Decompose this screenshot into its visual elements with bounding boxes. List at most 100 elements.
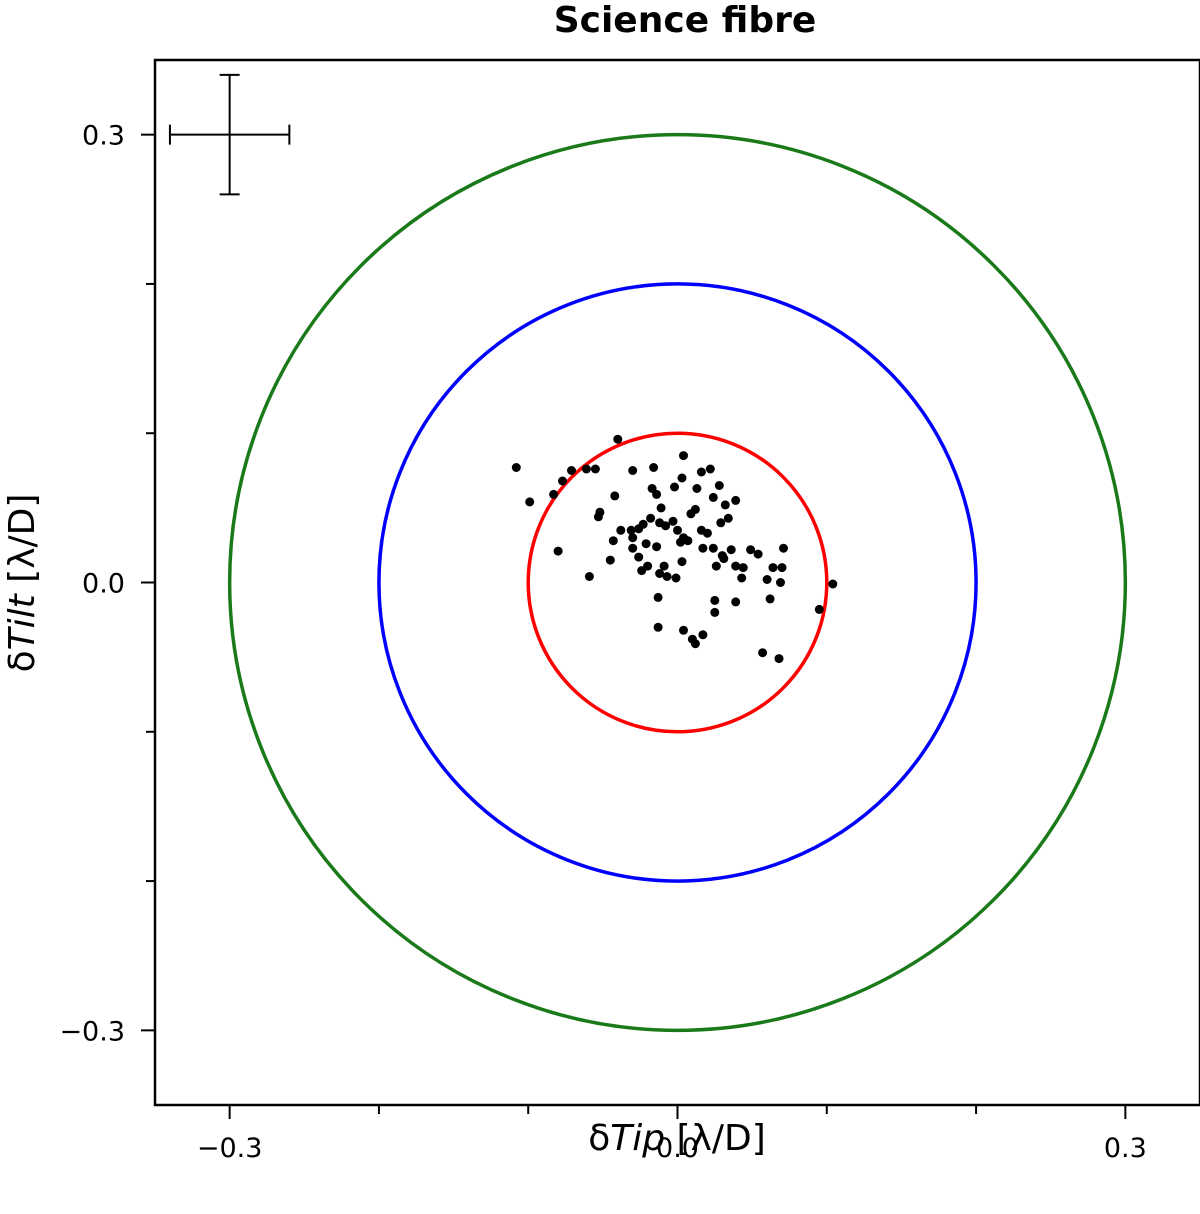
data-point <box>626 525 636 535</box>
data-point <box>814 604 824 614</box>
chart-title: Science fibre <box>554 0 817 41</box>
y-axis-label-italic: Tilt <box>2 592 43 650</box>
x-axis-label-italic: Tip <box>610 1118 665 1159</box>
data-point <box>677 557 687 567</box>
y-tick-label: 0.0 <box>82 569 125 600</box>
data-point <box>731 561 741 571</box>
data-point <box>719 554 729 564</box>
data-point <box>768 563 778 573</box>
data-point <box>605 555 615 565</box>
data-point <box>777 563 787 573</box>
data-point <box>710 607 720 617</box>
data-point <box>683 536 693 546</box>
data-point <box>731 495 741 505</box>
x-tick-label: −0.3 <box>197 1133 263 1164</box>
data-point <box>737 573 747 583</box>
fibre-circles <box>227 132 1128 1033</box>
data-point <box>679 451 688 461</box>
data-point <box>652 489 662 499</box>
data-point <box>677 473 687 483</box>
data-point <box>696 525 706 535</box>
data-point <box>638 519 648 529</box>
data-point <box>549 489 559 499</box>
data-point <box>676 537 685 547</box>
data-point <box>641 539 651 549</box>
data-point <box>716 518 726 528</box>
data-point <box>646 513 656 523</box>
x-axis-label-unit: [λ/D] <box>665 1118 766 1159</box>
axis-ticks: −0.3 0.0 0.3 −0.3 0.0 0.3 <box>59 121 1146 1164</box>
data-point <box>711 561 721 571</box>
data-point <box>738 563 748 573</box>
data-point <box>714 481 724 490</box>
data-point <box>634 552 644 562</box>
data-point <box>649 463 659 472</box>
data-point <box>653 622 663 632</box>
circle-r-0_2 <box>377 282 978 883</box>
data-point <box>762 575 772 584</box>
data-point <box>584 572 594 581</box>
data-point <box>708 543 718 553</box>
data-point <box>593 512 603 522</box>
data-point <box>661 521 671 531</box>
data-point <box>774 654 784 664</box>
data-point <box>696 467 706 477</box>
data-point <box>558 476 567 486</box>
data-point <box>723 513 733 523</box>
data-point <box>828 579 838 589</box>
y-axis-label: δTilt [λ/D] <box>2 494 43 673</box>
data-point <box>610 491 620 501</box>
data-point <box>652 542 662 552</box>
data-point <box>705 464 715 474</box>
data-points <box>511 434 838 664</box>
data-point <box>511 463 521 472</box>
data-point <box>553 546 563 556</box>
data-point <box>659 561 669 571</box>
x-tick-label: 0.0 <box>656 1133 699 1164</box>
data-point <box>662 572 672 581</box>
plot-frame <box>153 58 1200 1107</box>
data-point <box>616 525 626 535</box>
data-point <box>720 500 730 510</box>
data-point <box>656 503 666 513</box>
data-point <box>698 630 708 640</box>
data-point <box>765 594 775 604</box>
data-point <box>686 509 696 519</box>
y-tick-label: −0.3 <box>59 1016 125 1047</box>
data-point <box>758 648 768 658</box>
y-tick-label: 0.3 <box>82 121 125 152</box>
circle-r-0_3 <box>227 132 1128 1033</box>
data-point <box>753 549 763 559</box>
error-bar-cross <box>168 73 291 196</box>
data-point <box>726 545 736 555</box>
data-point <box>679 625 688 635</box>
x-tick-label: 0.3 <box>1104 1133 1147 1164</box>
data-point <box>690 639 700 649</box>
data-point <box>525 497 535 507</box>
data-point <box>776 578 785 587</box>
data-point <box>608 536 618 546</box>
data-point <box>567 466 576 475</box>
data-point <box>590 464 600 474</box>
data-point <box>670 482 679 492</box>
data-point <box>710 595 720 605</box>
data-point <box>581 464 591 474</box>
circle-r-0_1 <box>526 431 829 734</box>
data-point <box>613 434 623 444</box>
data-point <box>698 543 708 553</box>
data-point <box>746 545 756 555</box>
data-point <box>673 525 682 535</box>
data-point <box>668 516 678 526</box>
y-axis-label-prefix: δ <box>2 650 43 672</box>
y-axis-label-unit: [λ/D] <box>2 494 43 595</box>
data-point <box>655 569 665 578</box>
x-axis-label: δTip [λ/D] <box>588 1118 766 1159</box>
x-axis-label-prefix: δ <box>588 1118 610 1159</box>
data-point <box>628 543 638 553</box>
data-point <box>779 543 788 553</box>
data-point <box>653 592 663 602</box>
data-point <box>731 597 741 607</box>
data-point <box>692 484 702 493</box>
data-point <box>628 533 638 543</box>
